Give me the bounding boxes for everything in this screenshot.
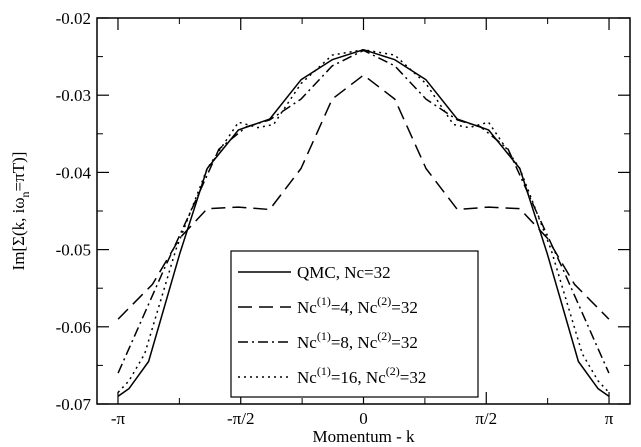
- legend-label-2: Nc(1)=4, Nc(2)=32: [297, 294, 418, 317]
- series-line-2: [117, 74, 610, 320]
- y-tick-label: -0.06: [56, 318, 91, 337]
- legend-label-4: Nc(1)=16, Nc(2)=32: [297, 364, 426, 387]
- series-layer: [117, 48, 610, 397]
- legend-box: [230, 250, 479, 398]
- y-axis-label-main: Im[Σ(k, iω: [9, 197, 28, 270]
- x-tick-label: π: [605, 409, 614, 428]
- y-axis-label-subscript: n: [18, 191, 32, 197]
- y-tick-label: -0.05: [56, 241, 91, 260]
- y-tick-label: -0.04: [56, 163, 92, 182]
- x-tick-label: -π: [111, 409, 126, 428]
- y-axis-label-tail: =πT)]: [9, 152, 28, 192]
- legend-label-3: Nc(1)=8, Nc(2)=32: [297, 329, 418, 352]
- x-axis-label: Momentum - k: [313, 427, 415, 446]
- y-tick-label: -0.03: [56, 86, 91, 105]
- y-tick-label: -0.07: [56, 395, 92, 414]
- y-tick-label: -0.02: [56, 9, 91, 28]
- tick-layer: -π -π/2 0 π/2 π -0.07 -0.06 -0.05 -0.04 -0.03 -0.0…: [56, 9, 630, 428]
- legend-label-1: QMC, Nc=32: [297, 263, 391, 282]
- x-tick-label: -π/2: [227, 409, 254, 428]
- x-tick-label: 0: [359, 409, 368, 428]
- x-tick-label: π/2: [475, 409, 497, 428]
- y-axis-label: Im[Σ(k, iωn=πT)]: [9, 152, 32, 271]
- series-line-3: [117, 49, 610, 374]
- legend: QMC, Nc=32 Nc(1)=4, Nc(2)=32 Nc(1)=8, Nc(2…: [230, 250, 479, 398]
